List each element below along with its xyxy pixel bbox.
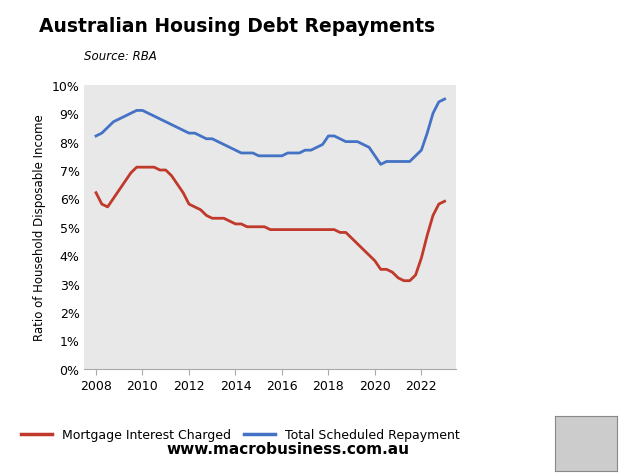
Y-axis label: Ratio of Household Disposable Income: Ratio of Household Disposable Income (33, 114, 46, 340)
Legend: Mortgage Interest Charged, Total Scheduled Repayment: Mortgage Interest Charged, Total Schedul… (16, 423, 465, 446)
Text: Source: RBA: Source: RBA (84, 50, 157, 63)
Text: MACRO: MACRO (521, 15, 589, 33)
Text: BUSINESS: BUSINESS (512, 43, 598, 59)
Text: Australian Housing Debt Repayments: Australian Housing Debt Repayments (39, 17, 436, 36)
Text: www.macrobusiness.com.au: www.macrobusiness.com.au (166, 441, 409, 456)
